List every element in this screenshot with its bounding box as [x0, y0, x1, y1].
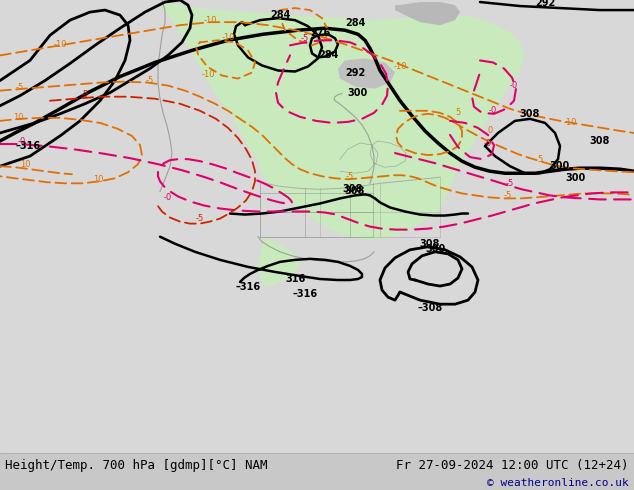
- Text: 300: 300: [550, 161, 570, 171]
- Text: 308: 308: [520, 109, 540, 119]
- Text: –316: –316: [235, 282, 261, 292]
- Text: -10: -10: [393, 62, 407, 71]
- Text: 10: 10: [20, 160, 30, 169]
- Text: -5: -5: [301, 34, 309, 43]
- Text: -5: -5: [16, 83, 24, 92]
- Text: -10: -10: [201, 70, 215, 79]
- Text: -10: -10: [563, 119, 577, 127]
- Text: 292: 292: [535, 0, 555, 8]
- Text: 316: 316: [285, 274, 305, 284]
- Text: -5: -5: [506, 179, 514, 188]
- Text: 0: 0: [488, 126, 493, 135]
- Text: -10: -10: [53, 40, 67, 49]
- Text: 308: 308: [345, 186, 365, 196]
- Text: 284: 284: [318, 50, 338, 60]
- Text: 308: 308: [590, 136, 610, 146]
- Text: -0: -0: [18, 137, 26, 146]
- Text: -0: -0: [489, 106, 497, 115]
- Text: -0: -0: [484, 139, 492, 147]
- Text: © weatheronline.co.uk: © weatheronline.co.uk: [487, 478, 629, 488]
- Text: 276: 276: [310, 28, 330, 38]
- Text: -10: -10: [221, 33, 235, 42]
- Text: -5: -5: [81, 90, 89, 99]
- Text: 308: 308: [343, 184, 363, 195]
- Text: Fr 27-09-2024 12:00 UTC (12+24): Fr 27-09-2024 12:00 UTC (12+24): [396, 459, 629, 472]
- Text: -0: -0: [510, 81, 518, 90]
- Polygon shape: [338, 58, 395, 89]
- Text: 5: 5: [455, 108, 461, 117]
- Text: -5: -5: [504, 191, 512, 200]
- Polygon shape: [258, 237, 300, 287]
- Text: -0: -0: [164, 193, 172, 202]
- Polygon shape: [395, 2, 460, 25]
- Text: 10: 10: [13, 113, 23, 122]
- Text: 300: 300: [425, 244, 445, 254]
- Text: -5: -5: [146, 76, 154, 85]
- Text: 5: 5: [538, 155, 543, 164]
- Text: Height/Temp. 700 hPa [gdmp][°C] NAM: Height/Temp. 700 hPa [gdmp][°C] NAM: [5, 459, 268, 472]
- Text: -5: -5: [346, 172, 354, 181]
- Text: –316: –316: [292, 289, 318, 299]
- Text: 308: 308: [420, 239, 440, 249]
- Polygon shape: [160, 0, 525, 240]
- Text: -10: -10: [204, 16, 217, 24]
- Text: -5: -5: [196, 214, 204, 223]
- Text: –316: –316: [15, 141, 41, 151]
- Text: 300: 300: [348, 88, 368, 98]
- Text: 284: 284: [270, 10, 290, 20]
- Text: 10: 10: [93, 175, 103, 184]
- Text: 284: 284: [345, 18, 365, 28]
- Text: 300: 300: [565, 173, 585, 183]
- Text: –308: –308: [417, 303, 443, 313]
- Text: 292: 292: [345, 68, 365, 77]
